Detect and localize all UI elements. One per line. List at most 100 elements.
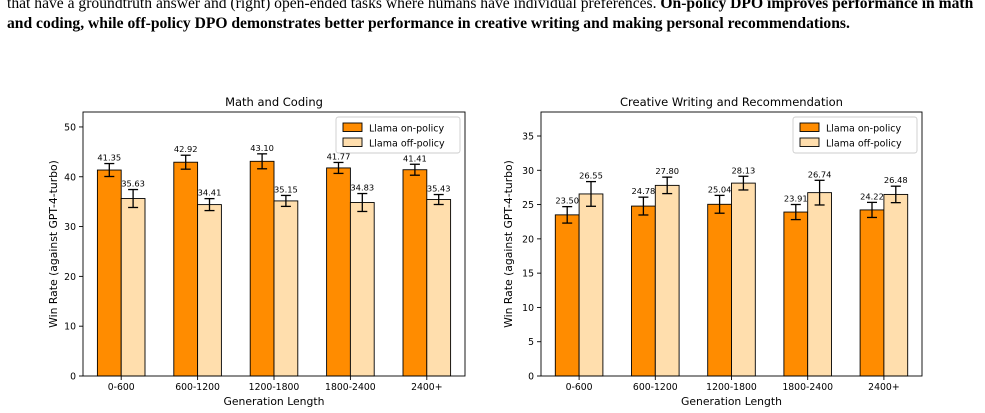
creative-error-bar [562, 205, 573, 224]
creative-error-bar [814, 179, 825, 206]
creative-x-tick-label: 600-1200 [633, 382, 678, 393]
math-bar-value-label: 35.43 [427, 184, 451, 194]
math-y-tick-label: 0 [70, 372, 76, 383]
creative-chart: Creative Writing and Recommendation 23.50… [502, 95, 923, 408]
math-chart: Math and Coding 41.35 42.92 43.10 41.77 41.41… [47, 95, 466, 408]
math-x-tick-label: 1800-2400 [325, 382, 376, 393]
creative-x-tick-label: 0-600 [566, 382, 593, 393]
creative-bar-on-policy [859, 209, 885, 377]
math-y-tick-label: 40 [64, 172, 76, 183]
math-x-axis-label: Generation Length [224, 395, 325, 408]
creative-y-tick-label: 10 [522, 303, 534, 314]
creative-bar-off-policy [731, 182, 756, 377]
creative-bar-off-policy [578, 193, 604, 377]
creative-y-tick-label: 0 [528, 372, 534, 383]
creative-legend-box [792, 116, 918, 154]
creative-bar-on-policy [783, 211, 809, 377]
math-legend-label-on-policy: Llama on-policy [369, 123, 444, 134]
math-y-tick-label: 50 [64, 122, 76, 133]
creative-y-tick-label: 5 [528, 337, 534, 348]
math-bar-value-label: 41.35 [97, 153, 121, 163]
math-bar-off-policy [120, 198, 146, 377]
math-error-bar [128, 188, 139, 209]
creative-y-tick-label: 20 [522, 234, 534, 245]
creative-bar-on-policy [631, 205, 656, 377]
math-bar-value-label: 42.92 [174, 144, 198, 154]
math-bar-value-label: 35.63 [121, 179, 145, 189]
math-error-bar [357, 192, 368, 213]
creative-error-bar [867, 201, 877, 219]
creative-x-tick-label: 2400+ [868, 382, 899, 393]
math-bar-on-policy [402, 169, 428, 377]
math-error-bar [409, 163, 420, 176]
caption-bold-text: On-policy DPO improves performance in ma… [7, 0, 974, 32]
creative-y-tick-label: 30 [522, 166, 534, 177]
math-bar-off-policy [273, 200, 299, 377]
creative-error-bar [890, 185, 901, 204]
creative-bar-value-label: 26.48 [884, 175, 908, 185]
creative-legend-swatch-off-policy [799, 137, 820, 147]
math-y-tick-label: 20 [64, 272, 76, 283]
creative-bar-value-label: 25.04 [708, 184, 732, 194]
math-bar-on-policy [326, 167, 351, 377]
creative-bar-value-label: 24.78 [632, 186, 656, 196]
figure-caption: that have a groundtruth answer and (righ… [7, 0, 982, 33]
math-legend-swatch-off-policy [342, 137, 363, 147]
math-bar-value-label: 35.15 [274, 184, 298, 194]
math-y-tick-label: 10 [64, 322, 76, 333]
creative-error-bar [586, 180, 596, 207]
math-error-bar [257, 153, 268, 170]
creative-error-bar [638, 196, 649, 216]
math-y-axis-label: Win Rate (against GPT-4-turbo) [47, 160, 60, 328]
creative-bar-value-label: 23.91 [784, 194, 808, 204]
creative-error-bar [790, 203, 801, 221]
math-legend-label-off-policy: Llama off-policy [369, 138, 445, 149]
creative-bar-on-policy [707, 203, 732, 377]
creative-bar-value-label: 26.74 [808, 169, 832, 179]
math-y-tick-label: 30 [64, 222, 76, 233]
math-error-bar [204, 197, 215, 212]
creative-legend-swatch-on-policy [799, 122, 820, 132]
math-bar-value-label: 41.77 [327, 151, 351, 161]
math-x-tick-label: 1200-1800 [249, 382, 300, 393]
creative-legend-label-on-policy: Llama on-policy [826, 123, 901, 134]
creative-error-bar [662, 176, 673, 195]
creative-error-bar [714, 194, 725, 214]
math-bar-value-label: 34.41 [198, 188, 222, 198]
creative-legend: Llama on-policy Llama off-policy [792, 116, 918, 154]
creative-bar-off-policy [807, 192, 832, 377]
math-bar-on-policy [96, 169, 122, 377]
math-x-tick-label: 2400+ [411, 382, 442, 393]
math-bar-value-label: 41.41 [403, 153, 427, 163]
math-legend-box [335, 116, 461, 154]
math-bar-off-policy [197, 204, 222, 377]
creative-x-axis-label: Generation Length [681, 395, 782, 408]
math-legend: Llama on-policy Llama off-policy [335, 116, 461, 154]
creative-y-tick-label: 35 [522, 132, 534, 143]
creative-bar-value-label: 24.22 [860, 191, 884, 201]
creative-bar-off-policy [883, 193, 909, 377]
creative-bar-on-policy [554, 214, 580, 377]
math-error-bar [333, 161, 344, 175]
math-bar-off-policy [426, 199, 452, 377]
math-error-bar [180, 154, 191, 170]
creative-chart-title: Creative Writing and Recommendation [620, 95, 843, 109]
math-x-tick-label: 0-600 [108, 382, 135, 393]
math-bar-on-policy [173, 161, 199, 377]
math-error-bar [433, 193, 444, 206]
creative-bar-value-label: 26.55 [579, 171, 603, 181]
creative-y-axis-label: Win Rate (against GPT-4-turbo) [502, 160, 515, 328]
math-bar-value-label: 43.10 [250, 143, 274, 153]
creative-x-tick-label: 1200-1800 [706, 382, 757, 393]
creative-legend-label-off-policy: Llama off-policy [826, 138, 902, 149]
math-x-tick-label: 600-1200 [175, 382, 220, 393]
creative-bar-off-policy [654, 184, 680, 377]
creative-bar-value-label: 23.50 [555, 196, 579, 206]
math-error-bar [104, 162, 115, 178]
math-legend-swatch-on-policy [342, 122, 363, 132]
creative-x-tick-label: 1800-2400 [782, 382, 833, 393]
math-bar-off-policy [349, 202, 375, 377]
creative-error-bar [738, 175, 749, 191]
creative-bar-value-label: 28.13 [732, 165, 756, 175]
